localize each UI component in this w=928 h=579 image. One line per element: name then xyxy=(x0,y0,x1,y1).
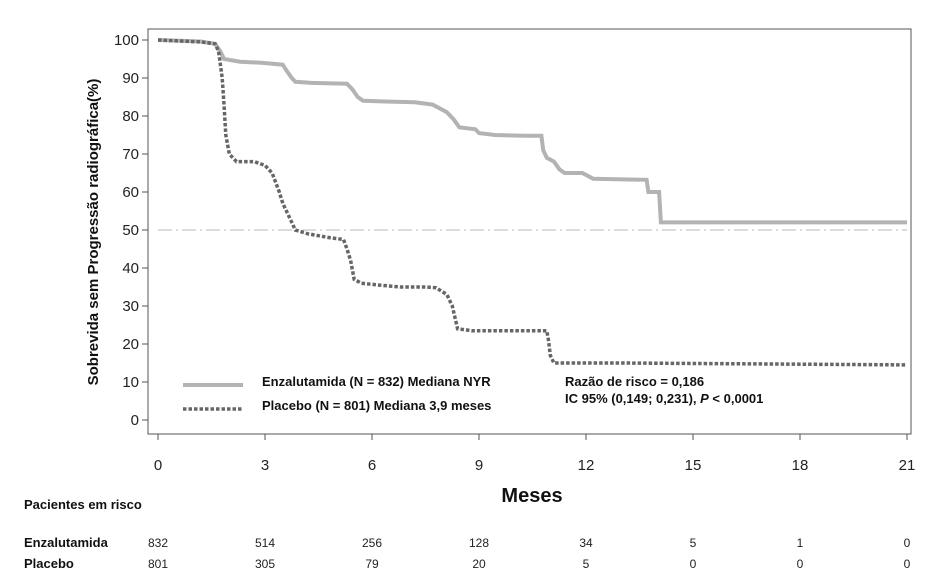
risk-cell: 20 xyxy=(472,557,486,571)
risk-cell: 0 xyxy=(796,557,804,571)
risk-cell: 0 xyxy=(903,536,911,550)
x-tick-label: 0 xyxy=(154,457,162,474)
y-tick-label: 30 xyxy=(122,298,139,315)
y-axis: 0 10 20 30 40 50 60 70 80 90 100 xyxy=(114,32,149,429)
x-tick-label: 15 xyxy=(685,457,702,474)
risk-cell: 34 xyxy=(579,536,593,550)
risk-row-label: Placebo xyxy=(24,556,74,571)
x-axis: 0 3 6 9 12 15 18 21 xyxy=(154,433,916,474)
y-tick-label: 0 xyxy=(131,412,139,429)
x-tick-label: 9 xyxy=(475,457,483,474)
y-axis-title: Sobrevida sem Progressão radiográfica(%) xyxy=(85,79,102,386)
risk-table-title: Pacientes em risco xyxy=(24,497,142,512)
risk-cell: 128 xyxy=(468,536,490,550)
y-tick-label: 20 xyxy=(122,336,139,353)
series-placebo-line xyxy=(157,38,908,367)
risk-cell: 801 xyxy=(147,557,169,571)
risk-row-label: Enzalutamida xyxy=(24,535,108,550)
y-tick-label: 80 xyxy=(122,108,139,125)
hazard-ratio-annotation: Razão de risco = 0,186 xyxy=(565,374,704,389)
x-tick-label: 21 xyxy=(899,457,916,474)
series-layer xyxy=(157,38,908,367)
risk-cell: 832 xyxy=(147,536,169,550)
y-tick-label: 40 xyxy=(122,260,139,277)
x-axis-title: Meses xyxy=(501,485,562,507)
risk-cell: 0 xyxy=(903,557,911,571)
risk-cell: 1 xyxy=(796,536,804,550)
y-tick-label: 50 xyxy=(122,222,139,239)
x-tick-label: 18 xyxy=(792,457,809,474)
risk-cell: 5 xyxy=(689,536,697,550)
y-tick-label: 70 xyxy=(122,146,139,163)
y-tick-label: 100 xyxy=(114,32,139,49)
risk-cell: 256 xyxy=(361,536,383,550)
series-enzalutamida-line xyxy=(157,38,907,225)
y-tick-label: 10 xyxy=(122,374,139,391)
risk-cell: 79 xyxy=(365,557,379,571)
risk-cell: 305 xyxy=(254,557,276,571)
x-tick-label: 12 xyxy=(578,457,595,474)
legend-placebo-label: Placebo (N = 801) Mediana 3,9 meses xyxy=(262,398,491,413)
risk-cell: 514 xyxy=(254,536,276,550)
legend-enzalutamida-label: Enzalutamida (N = 832) Mediana NYR xyxy=(262,374,491,389)
x-tick-label: 6 xyxy=(368,457,376,474)
risk-cell: 0 xyxy=(689,557,697,571)
confidence-interval-annotation: IC 95% (0,149; 0,231), P < 0,0001 xyxy=(565,391,763,406)
risk-cell: 5 xyxy=(582,557,590,571)
y-tick-label: 90 xyxy=(122,70,139,87)
x-tick-label: 3 xyxy=(261,457,269,474)
y-tick-label: 60 xyxy=(122,184,139,201)
legend: Enzalutamida (N = 832) Mediana NYR Placeb… xyxy=(183,374,491,413)
